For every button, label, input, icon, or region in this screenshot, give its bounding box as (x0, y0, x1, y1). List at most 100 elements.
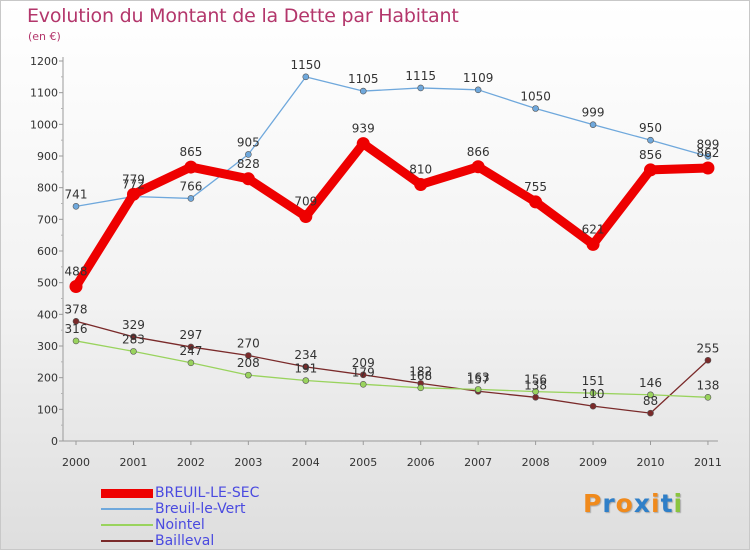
legend-item: Bailleval (101, 533, 259, 549)
chart-subtitle: (en €) (28, 30, 61, 43)
data-point (644, 163, 657, 177)
data-point (126, 187, 140, 201)
data-point (187, 359, 195, 367)
data-point (704, 356, 712, 364)
data-label: 709 (294, 194, 317, 208)
y-tick-label: 100 (37, 403, 58, 416)
data-label: 862 (696, 146, 719, 160)
legend-swatch (101, 524, 153, 526)
y-tick-label: 0 (51, 435, 58, 448)
data-label: 766 (179, 179, 202, 193)
data-label: 316 (65, 322, 88, 336)
x-tick-label: 2003 (234, 456, 262, 469)
data-point (187, 343, 195, 351)
data-point (704, 153, 712, 160)
data-label: 156 (524, 373, 547, 387)
data-point (474, 386, 482, 393)
data-point (72, 317, 80, 325)
data-label: 810 (409, 163, 432, 177)
data-label: 866 (467, 145, 490, 159)
x-tick-label: 2004 (292, 456, 320, 469)
data-point (359, 87, 367, 95)
brand-letter: r (602, 489, 616, 518)
data-point (130, 348, 137, 355)
data-point (417, 84, 425, 92)
legend-label: Bailleval (155, 533, 215, 549)
data-label: 157 (467, 372, 490, 386)
brand-letter: i (673, 489, 684, 518)
data-point (474, 86, 482, 94)
data-label: 138 (524, 378, 547, 392)
data-label: 899 (696, 137, 719, 151)
x-tick-label: 2006 (407, 456, 435, 469)
y-tick-label: 1100 (30, 87, 58, 100)
x-tick-label: 2009 (579, 456, 607, 469)
data-point (130, 333, 137, 341)
data-point (529, 195, 543, 209)
legend-label: Breuil-le-Vert (155, 501, 246, 517)
data-point (532, 105, 539, 112)
legend-swatch (101, 508, 153, 510)
y-tick-label: 600 (37, 245, 58, 258)
data-label: 378 (65, 302, 88, 316)
series-line-breuil-le-vert (75, 76, 709, 208)
data-label: 772 (122, 178, 145, 192)
y-tick-label: 400 (37, 308, 58, 321)
data-label: 234 (294, 348, 317, 362)
data-point (647, 136, 654, 144)
legend-label: BREUIL-LE-SEC (155, 485, 260, 501)
data-point (589, 121, 597, 128)
y-tick-label: 1200 (30, 55, 58, 68)
data-point (245, 371, 252, 379)
data-label: 1109 (463, 71, 494, 85)
y-tick-label: 1000 (30, 118, 58, 131)
data-point (647, 409, 654, 417)
data-label: 856 (639, 148, 662, 162)
data-point (241, 172, 255, 186)
x-tick-label: 2002 (177, 456, 205, 469)
data-label: 182 (409, 364, 432, 378)
data-point (299, 209, 313, 223)
data-label: 179 (352, 365, 375, 379)
data-label: 865 (179, 145, 202, 159)
data-label: 168 (409, 369, 432, 383)
y-tick-label: 300 (37, 340, 58, 353)
data-label: 270 (237, 337, 260, 351)
data-label: 329 (122, 318, 145, 332)
chart-title: Evolution du Montant de la Dette par Hab… (27, 5, 459, 27)
data-point (417, 384, 425, 392)
data-label: 488 (65, 264, 88, 278)
x-tick-label: 2007 (464, 456, 492, 469)
data-point (245, 352, 252, 359)
data-label: 779 (122, 172, 145, 186)
data-point (72, 337, 80, 345)
series-line-bailleval (75, 320, 709, 414)
brand-letter: i (651, 489, 661, 518)
x-tick-label: 2010 (637, 456, 665, 469)
data-label: 209 (352, 356, 375, 370)
x-tick-label: 2000 (62, 456, 90, 469)
data-point (471, 160, 485, 174)
brand-letter: x (633, 489, 651, 518)
data-label: 247 (179, 344, 202, 358)
legend: BREUIL-LE-SEC Breuil-le-Vert Nointel Baille… (101, 485, 259, 549)
data-point (302, 73, 310, 81)
data-label: 1105 (348, 72, 379, 86)
legend-item: Nointel (101, 517, 259, 533)
data-label: 999 (582, 106, 605, 120)
data-label: 138 (696, 378, 719, 392)
data-label: 110 (582, 387, 605, 401)
data-label: 1150 (291, 58, 322, 72)
data-point (245, 151, 252, 158)
data-point (532, 388, 539, 395)
data-point (586, 237, 600, 251)
series-line-breuil-le-sec (71, 139, 713, 291)
data-label: 151 (582, 374, 605, 388)
data-label: 741 (65, 187, 88, 201)
data-point (72, 203, 80, 210)
legend-swatch (101, 540, 153, 542)
data-label: 297 (179, 328, 202, 342)
legend-item: Breuil-le-Vert (101, 501, 259, 517)
